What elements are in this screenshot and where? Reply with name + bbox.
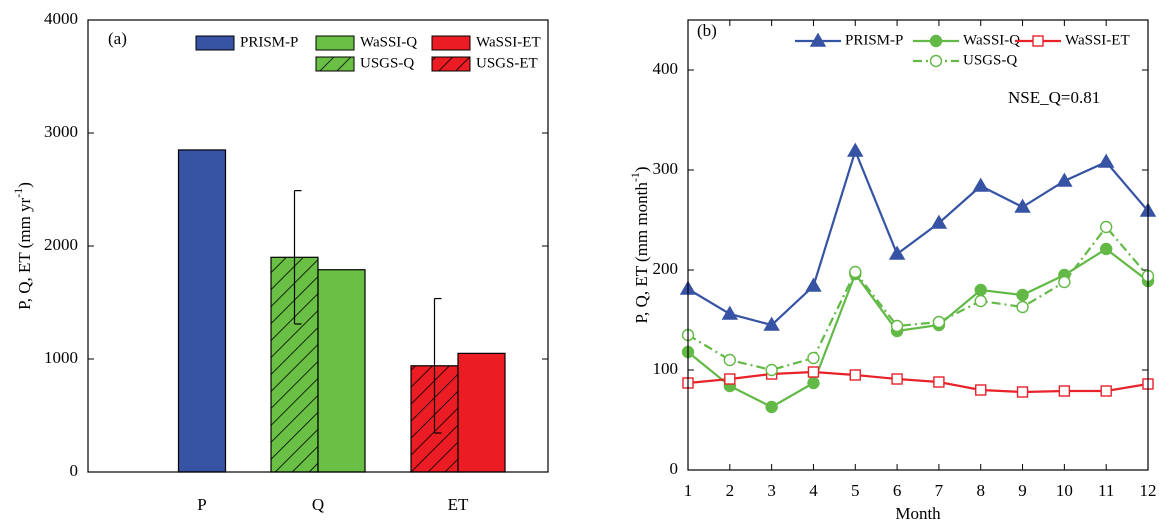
- y-tick-label: 100: [653, 359, 679, 378]
- y-axis-label: P, Q, ET (mm yr-1): [11, 182, 34, 310]
- marker: [890, 319, 904, 333]
- x-tick-label: 8: [976, 481, 985, 500]
- x-tick-label: 3: [767, 481, 776, 500]
- x-axis-label: Month: [895, 504, 941, 523]
- legend-label: USGS-Q: [963, 52, 1017, 68]
- y-axis-label-text: P, Q, ET (mm yr: [15, 197, 34, 309]
- marker: [1058, 385, 1071, 397]
- marker: [1014, 198, 1031, 213]
- bar: [457, 352, 506, 473]
- series-line: [687, 247, 1149, 409]
- marker: [1016, 288, 1029, 302]
- y-tick-label: 1000: [44, 348, 78, 367]
- x-tick-label: 6: [893, 481, 902, 500]
- x-tick-label: 11: [1098, 481, 1114, 500]
- y-tick-label: 300: [653, 159, 679, 178]
- marker: [888, 245, 906, 260]
- panel-label: (b): [697, 21, 717, 40]
- marker: [724, 373, 736, 385]
- marker: [1099, 242, 1113, 256]
- series-line: [687, 147, 1149, 327]
- marker: [972, 177, 989, 192]
- marker: [974, 283, 987, 297]
- y-tick-label: 3000: [44, 122, 78, 141]
- legend-marker: [1032, 35, 1044, 47]
- legend-marker: [929, 54, 943, 68]
- marker: [723, 353, 737, 367]
- marker: [1056, 172, 1073, 187]
- marker: [765, 400, 778, 414]
- annotation: NSE_Q=0.81: [1008, 88, 1100, 107]
- panel-label: (a): [108, 29, 127, 48]
- legend-label: PRISM-P: [845, 32, 903, 48]
- y-axis-label-tail: ): [632, 166, 651, 172]
- marker: [974, 294, 987, 308]
- x-tick-label: 1: [684, 481, 693, 500]
- marker: [932, 315, 946, 329]
- legend-swatch: [431, 56, 471, 72]
- y-tick-label: 2000: [44, 235, 78, 254]
- x-tick-label: ET: [448, 495, 469, 514]
- y-axis-label-sup: -1: [628, 172, 642, 182]
- y-axis-label-sup: -1: [11, 188, 25, 198]
- marker: [807, 366, 820, 378]
- marker: [807, 376, 820, 390]
- legend-marker: [809, 32, 827, 47]
- marker: [933, 376, 945, 388]
- x-tick-label: P: [197, 495, 206, 514]
- marker: [805, 277, 822, 292]
- bar: [317, 269, 366, 473]
- x-tick-label: Q: [312, 495, 324, 514]
- marker: [721, 305, 739, 320]
- legend-label: USGS-ET: [476, 55, 538, 71]
- legend-label: WaSSI-Q: [360, 34, 417, 50]
- legend-swatch: [315, 35, 355, 51]
- marker: [765, 363, 778, 377]
- marker: [1099, 220, 1113, 234]
- y-tick-label: 0: [670, 459, 679, 478]
- marker: [891, 373, 903, 385]
- marker: [1016, 300, 1029, 314]
- legend-swatch: [431, 35, 471, 51]
- plot-frame: [687, 19, 1149, 471]
- marker: [1100, 385, 1112, 397]
- x-tick-label: 9: [1018, 481, 1027, 500]
- legend-swatch: [195, 35, 235, 51]
- marker: [1058, 275, 1071, 289]
- marker: [849, 265, 862, 279]
- marker: [1097, 153, 1115, 168]
- legend-label: PRISM-P: [240, 34, 298, 50]
- marker: [849, 369, 861, 381]
- y-axis-label-text: P, Q, ET (mm month: [632, 182, 651, 324]
- bar: [177, 149, 227, 473]
- legend-marker: [929, 34, 943, 48]
- marker: [1016, 386, 1029, 398]
- x-tick-label: 2: [726, 481, 735, 500]
- marker: [807, 351, 820, 365]
- legend-label: WaSSI-Q: [963, 32, 1020, 48]
- y-tick-label: 4000: [44, 9, 78, 28]
- legend-label: USGS-Q: [360, 55, 414, 71]
- legend-label: WaSSI-ET: [476, 34, 541, 50]
- marker: [847, 142, 864, 157]
- marker: [930, 214, 948, 229]
- legend-swatch: [315, 56, 355, 72]
- y-axis-label-tail: ): [15, 182, 34, 188]
- y-tick-label: 0: [70, 461, 79, 480]
- x-tick-label: 5: [851, 481, 860, 500]
- plot-frame: [87, 19, 549, 473]
- marker: [763, 316, 780, 331]
- marker: [975, 384, 987, 396]
- y-tick-label: 200: [653, 259, 679, 278]
- series-line: [687, 225, 1149, 372]
- series-line: [687, 370, 1149, 394]
- x-tick-label: 7: [935, 481, 944, 500]
- y-axis-label: P, Q, ET (mm month-1): [628, 166, 651, 323]
- x-tick-label: 4: [809, 481, 818, 500]
- legend-label: WaSSI-ET: [1065, 32, 1130, 48]
- x-tick-label: 10: [1056, 481, 1073, 500]
- x-tick-label: 12: [1140, 481, 1157, 500]
- y-tick-label: 400: [653, 59, 679, 78]
